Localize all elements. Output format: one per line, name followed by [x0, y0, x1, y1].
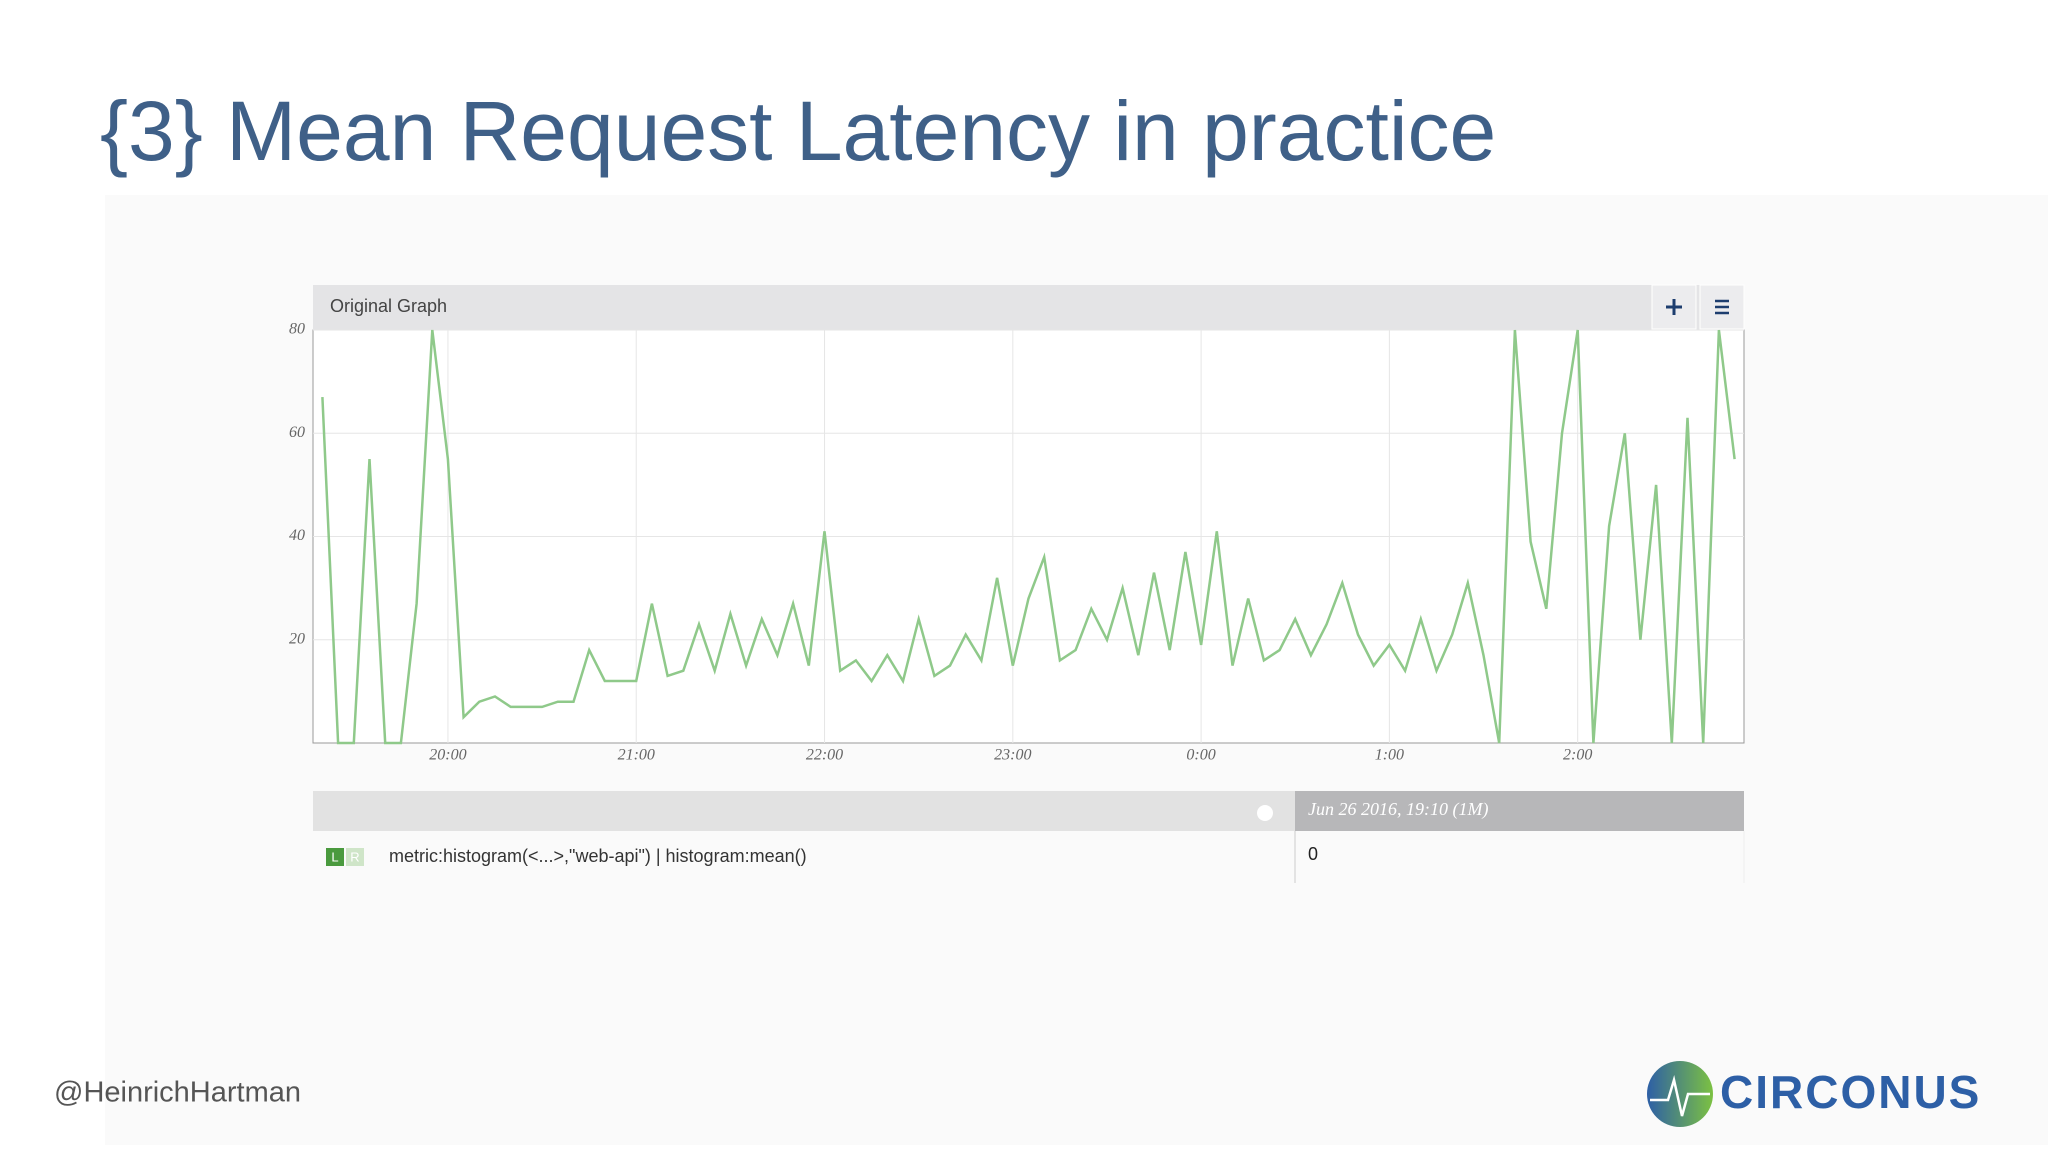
plot: 20 40 60 80 20:00 21:00 22:00 23:00 0:00 1:00 2:00: [289, 321, 1744, 764]
legend-entry: metric:histogram(<...>,"web-api") | hist…: [389, 846, 807, 866]
y-tick-label: 60: [289, 424, 305, 441]
x-tick-label: 1:00: [1375, 747, 1404, 764]
x-tick-label: 20:00: [429, 747, 466, 764]
plus-icon: [1666, 299, 1682, 315]
panel-title: Original Graph: [330, 296, 447, 316]
legend-value: 0: [1308, 844, 1318, 864]
badge-r-text: R: [350, 849, 359, 864]
badge-l[interactable]: [326, 848, 344, 866]
series-line: [321, 329, 1736, 745]
badge-r[interactable]: [346, 848, 364, 866]
x-tick-label: 2:00: [1563, 747, 1592, 764]
author: @HeinrichHartman: [54, 1077, 301, 1109]
x-tick-label: 23:00: [994, 747, 1031, 764]
panel-header: [313, 285, 1744, 330]
slide-title: {3} Mean Request Latency in practice: [100, 84, 1496, 178]
logo-globe: [1647, 1061, 1713, 1127]
badge-l-text: L: [331, 849, 338, 864]
x-tick-label: 21:00: [618, 747, 655, 764]
legend-header-left: [313, 791, 1295, 831]
y-tick-label: 40: [289, 527, 305, 544]
y-tick-label: 20: [289, 630, 305, 647]
legend-header-right: [1295, 791, 1744, 831]
legend-header: Jun 26 2016, 19:10 (1M): [1308, 799, 1488, 820]
menu-icon: [1715, 299, 1729, 315]
logo-pulse: [1650, 1075, 1710, 1117]
logo-text: CIRCONUS: [1720, 1066, 1981, 1118]
y-tick-label: 80: [289, 321, 305, 338]
x-tick-label: 0:00: [1186, 747, 1215, 764]
x-tick-label: 22:00: [806, 747, 843, 764]
settings-icon[interactable]: [1257, 805, 1273, 821]
